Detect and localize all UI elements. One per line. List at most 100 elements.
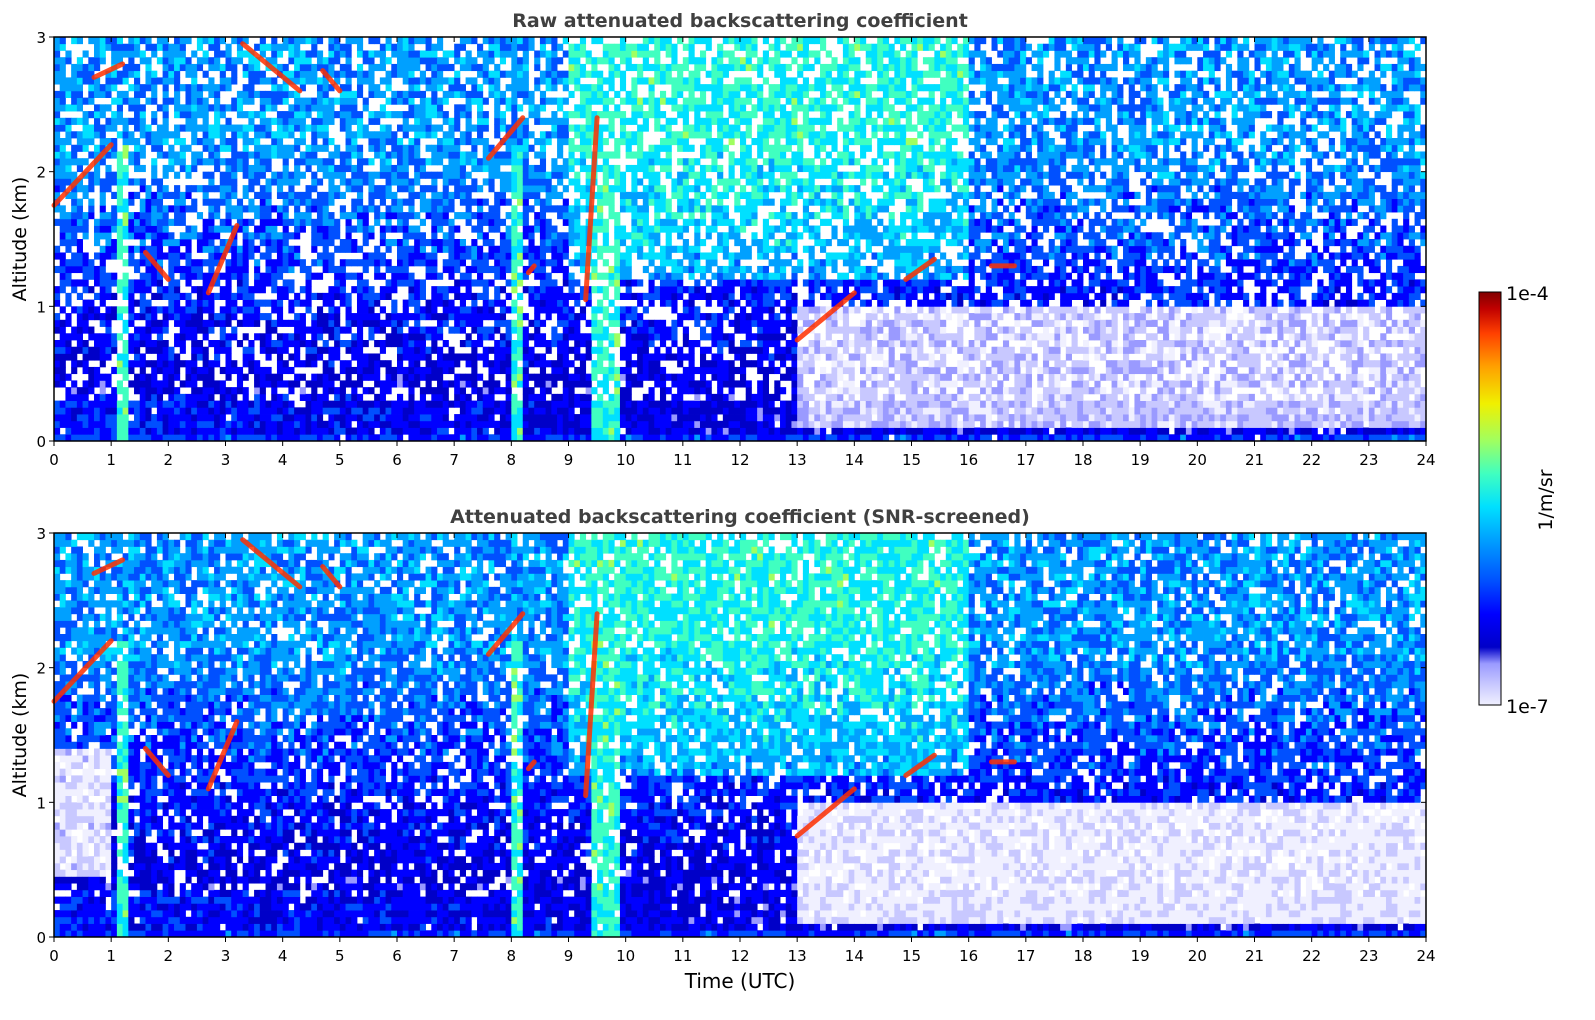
heatmap-cell	[54, 118, 60, 125]
heatmap-cell	[254, 313, 260, 320]
heatmap-cell	[460, 313, 466, 320]
heatmap-cell	[431, 199, 437, 206]
heatmap-cell	[643, 192, 649, 199]
heatmap-cell	[517, 246, 523, 253]
heatmap-cell	[94, 293, 100, 300]
heatmap-cell	[243, 293, 249, 300]
heatmap-cell	[351, 333, 357, 340]
heatmap-cell	[569, 387, 575, 394]
heatmap-cell	[380, 414, 386, 421]
heatmap-cell	[248, 367, 254, 374]
heatmap-cell	[494, 347, 500, 354]
heatmap-cell	[311, 172, 317, 179]
heatmap-cell	[569, 360, 575, 367]
heatmap-cell	[643, 394, 649, 401]
heatmap-cell	[528, 232, 534, 239]
heatmap-cell	[157, 151, 163, 158]
heatmap-cell	[180, 320, 186, 327]
heatmap-cell	[500, 219, 506, 226]
heatmap-cell	[306, 71, 312, 78]
heatmap-cell	[226, 259, 232, 266]
heatmap-cell	[185, 205, 191, 212]
heatmap-cell	[94, 165, 100, 172]
heatmap-cell	[591, 313, 597, 320]
heatmap-cell	[105, 252, 111, 259]
heatmap-cell	[471, 340, 477, 347]
heatmap-cell	[208, 380, 214, 387]
heatmap-cell	[523, 205, 529, 212]
heatmap-cell	[88, 185, 94, 192]
heatmap-cell	[540, 239, 546, 246]
heatmap-cell	[597, 192, 603, 199]
heatmap-cell	[300, 104, 306, 111]
heatmap-cell	[666, 125, 672, 132]
heatmap-cell	[260, 387, 266, 394]
heatmap-cell	[591, 266, 597, 273]
heatmap-cell	[683, 205, 689, 212]
heatmap-cell	[637, 407, 643, 414]
heatmap-cell	[506, 401, 512, 408]
heatmap-cell	[666, 131, 672, 138]
heatmap-cell	[683, 300, 689, 307]
heatmap-cell	[323, 374, 329, 381]
heatmap-cell	[163, 118, 169, 125]
heatmap-cell	[260, 374, 266, 381]
heatmap-cell	[563, 239, 569, 246]
heatmap-cell	[374, 266, 380, 273]
heatmap-cell	[226, 138, 232, 145]
heatmap-cell	[157, 138, 163, 145]
heatmap-cell	[408, 387, 414, 394]
heatmap-cell	[368, 360, 374, 367]
heatmap-cell	[220, 286, 226, 293]
heatmap-cell	[140, 401, 146, 408]
heatmap-cell	[609, 205, 615, 212]
heatmap-cell	[609, 414, 615, 421]
heatmap-cell	[506, 259, 512, 266]
heatmap-cell	[689, 205, 695, 212]
heatmap-cell	[94, 374, 100, 381]
heatmap-cell	[163, 232, 169, 239]
heatmap-cell	[231, 165, 237, 172]
heatmap-cell	[334, 44, 340, 51]
heatmap-cell	[397, 91, 403, 98]
heatmap-cell	[386, 293, 392, 300]
heatmap-cell	[528, 246, 534, 253]
heatmap-cell	[163, 293, 169, 300]
heatmap-cell	[311, 394, 317, 401]
heatmap-cell	[426, 367, 432, 374]
heatmap-cell	[128, 57, 134, 64]
heatmap-cell	[123, 360, 129, 367]
heatmap-cell	[631, 428, 637, 435]
heatmap-cell	[208, 401, 214, 408]
heatmap-cell	[408, 286, 414, 293]
heatmap-cell	[660, 333, 666, 340]
heatmap-cell	[266, 178, 272, 185]
heatmap-cell	[105, 286, 111, 293]
heatmap-cell	[483, 347, 489, 354]
heatmap-cell	[471, 313, 477, 320]
heatmap-cell	[380, 286, 386, 293]
heatmap-cell	[65, 259, 71, 266]
heatmap-cell	[603, 77, 609, 84]
heatmap-cell	[77, 131, 83, 138]
heatmap-cell	[460, 246, 466, 253]
heatmap-cell	[283, 407, 289, 414]
heatmap-cell	[626, 367, 632, 374]
heatmap-cell	[306, 199, 312, 206]
heatmap-cell	[180, 158, 186, 165]
heatmap-cell	[403, 246, 409, 253]
heatmap-cell	[477, 266, 483, 273]
heatmap-cell	[328, 219, 334, 226]
heatmap-cell	[243, 145, 249, 152]
heatmap-cell	[563, 407, 569, 414]
heatmap-cell	[466, 273, 472, 280]
heatmap-cell	[614, 185, 620, 192]
heatmap-cell	[420, 118, 426, 125]
heatmap-cell	[557, 394, 563, 401]
heatmap-cell	[77, 327, 83, 334]
heatmap-cell	[637, 219, 643, 226]
heatmap-cell	[403, 347, 409, 354]
heatmap-cell	[540, 360, 546, 367]
heatmap-cell	[145, 77, 151, 84]
heatmap-cell	[654, 353, 660, 360]
